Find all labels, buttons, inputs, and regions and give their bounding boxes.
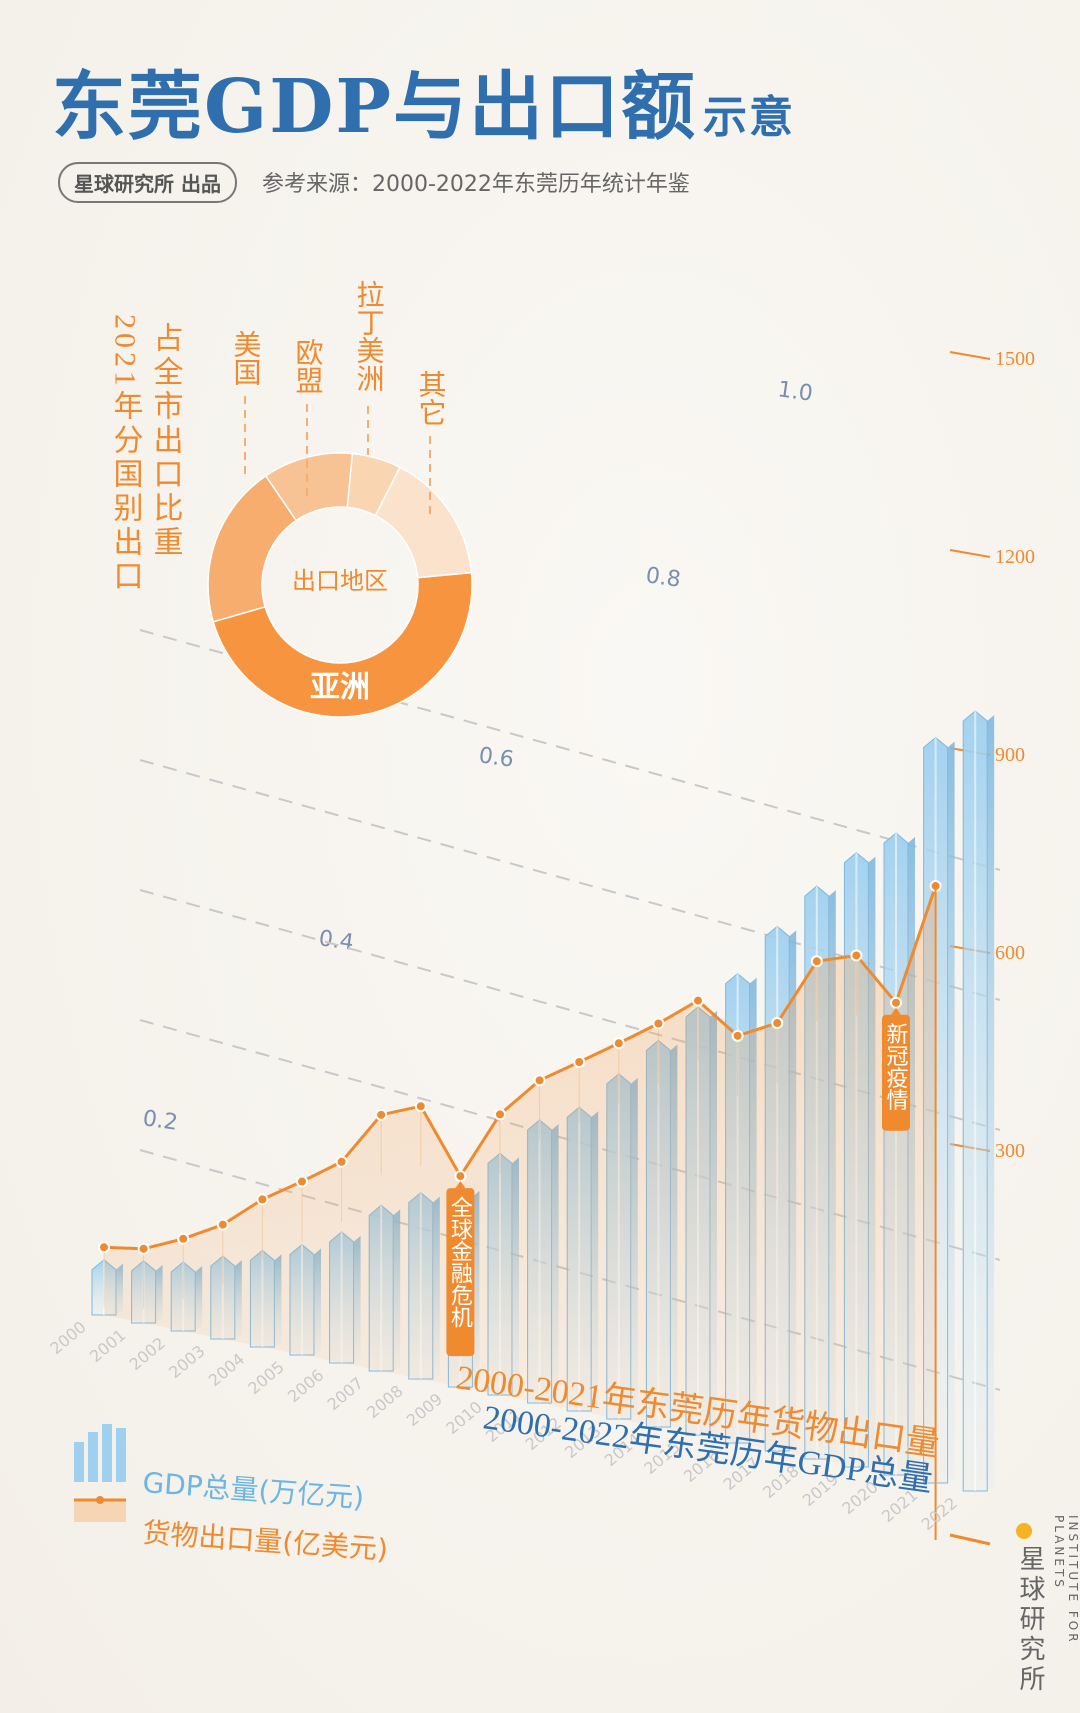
legend-gdp-label: GDP总量(万亿元) — [142, 1466, 366, 1514]
export-tick-label: 600 — [995, 942, 1025, 964]
export-point — [573, 1056, 586, 1069]
export-point — [216, 1218, 229, 1231]
export-tick-mark — [949, 549, 991, 558]
export-area-fill — [104, 886, 936, 1483]
legend-export-icon — [74, 1496, 126, 1522]
export-point — [256, 1193, 269, 1206]
donut-slice — [374, 466, 473, 579]
gdp-tick-label: 1.0 — [776, 377, 814, 407]
annotation-label: 全球金融危机 — [446, 1181, 475, 1357]
donut-center-label: 出口地区 — [292, 568, 388, 595]
export-point — [810, 955, 823, 968]
legend-gdp-icon — [74, 1424, 126, 1482]
x-tick-label: 2006 — [284, 1365, 327, 1406]
x-tick-label: 2000 — [46, 1317, 89, 1358]
page-title: 东莞GDP与出口额 示意 — [52, 64, 796, 150]
export-point — [296, 1175, 308, 1188]
donut-title-line2: 2021年分国别出口 — [109, 314, 144, 594]
export-point — [692, 994, 704, 1007]
x-tick-label: 2004 — [205, 1349, 248, 1390]
x-tick-label: 2001 — [86, 1325, 129, 1366]
annotations: 全球金融危机 新冠疫情 — [446, 1007, 910, 1357]
export-point — [494, 1108, 506, 1121]
gdp-tick-label: 0.4 — [317, 926, 355, 956]
donut-title: 占全市出口比重 2021年分国别出口 — [109, 314, 184, 594]
x-tick-label: 2007 — [324, 1373, 367, 1414]
export-area — [104, 886, 936, 1483]
brand-logo-icon — [1016, 1523, 1032, 1539]
export-baseline — [949, 1533, 991, 1546]
export-line-path — [103, 885, 938, 1251]
export-point — [612, 1037, 625, 1050]
export-point — [454, 1170, 467, 1183]
export-point — [137, 1242, 150, 1255]
donut-outer-label: 美国 — [230, 330, 261, 386]
annotation-label: 新冠疫情 — [882, 1007, 910, 1131]
donut-slice — [212, 571, 473, 718]
publisher-badge: 星球研究所 出品 — [58, 162, 237, 203]
svg-text:全球金融危机: 全球金融危机 — [448, 1196, 473, 1328]
export-point — [533, 1074, 546, 1087]
export-tick-label: 300 — [995, 1140, 1025, 1162]
export-point — [335, 1155, 348, 1168]
export-point — [98, 1241, 110, 1254]
brand-name: 星球研究所 — [1015, 1545, 1045, 1695]
export-point — [890, 996, 902, 1009]
legend-export-label: 货物出口量(亿美元) — [142, 1516, 390, 1566]
gdp-tick-label: 0.8 — [644, 563, 682, 593]
export-point — [177, 1232, 190, 1245]
x-tick-label: 2003 — [165, 1341, 208, 1382]
donut-outer-label: 其它 — [415, 370, 446, 426]
gdp-tick-label: 0.6 — [477, 743, 515, 773]
gdp-bar — [962, 710, 995, 1492]
source-note: 参考来源：2000-2022年东莞历年统计年鉴 — [262, 172, 690, 197]
x-tick-label: 2002 — [126, 1333, 169, 1374]
export-tick-mark — [949, 351, 991, 360]
x-tick-label: 2022 — [918, 1493, 961, 1534]
donut-outer-label: 欧盟 — [292, 338, 323, 394]
brand-name-en: INSTITUTE FOR PLANETS — [1052, 1515, 1080, 1645]
donut-title-line1: 占全市出口比重 — [149, 322, 184, 560]
x-tick-label: 2009 — [403, 1389, 446, 1430]
export-point — [652, 1017, 665, 1030]
export-point — [414, 1100, 427, 1113]
x-tick-label: 2008 — [363, 1381, 406, 1422]
export-point — [771, 1017, 784, 1030]
donut-outer-label: 拉丁美洲 — [353, 280, 384, 392]
export-tick-label: 1500 — [995, 348, 1035, 370]
export-point — [731, 1029, 744, 1042]
export-tick-label: 900 — [995, 744, 1025, 766]
x-tick-label: 2005 — [244, 1357, 287, 1398]
export-line — [98, 880, 942, 1540]
export-point — [850, 949, 863, 962]
legend: GDP总量(万亿元) 货物出口量(亿美元) — [74, 1424, 389, 1566]
export-tick-label: 1200 — [995, 546, 1035, 568]
export-point — [375, 1108, 388, 1121]
donut-label-asia: 亚洲 — [310, 671, 370, 704]
gdp-tick-label: 0.2 — [141, 1106, 179, 1136]
svg-text:新冠疫情: 新冠疫情 — [884, 1023, 909, 1111]
x-tick-label: 2010 — [442, 1397, 485, 1438]
